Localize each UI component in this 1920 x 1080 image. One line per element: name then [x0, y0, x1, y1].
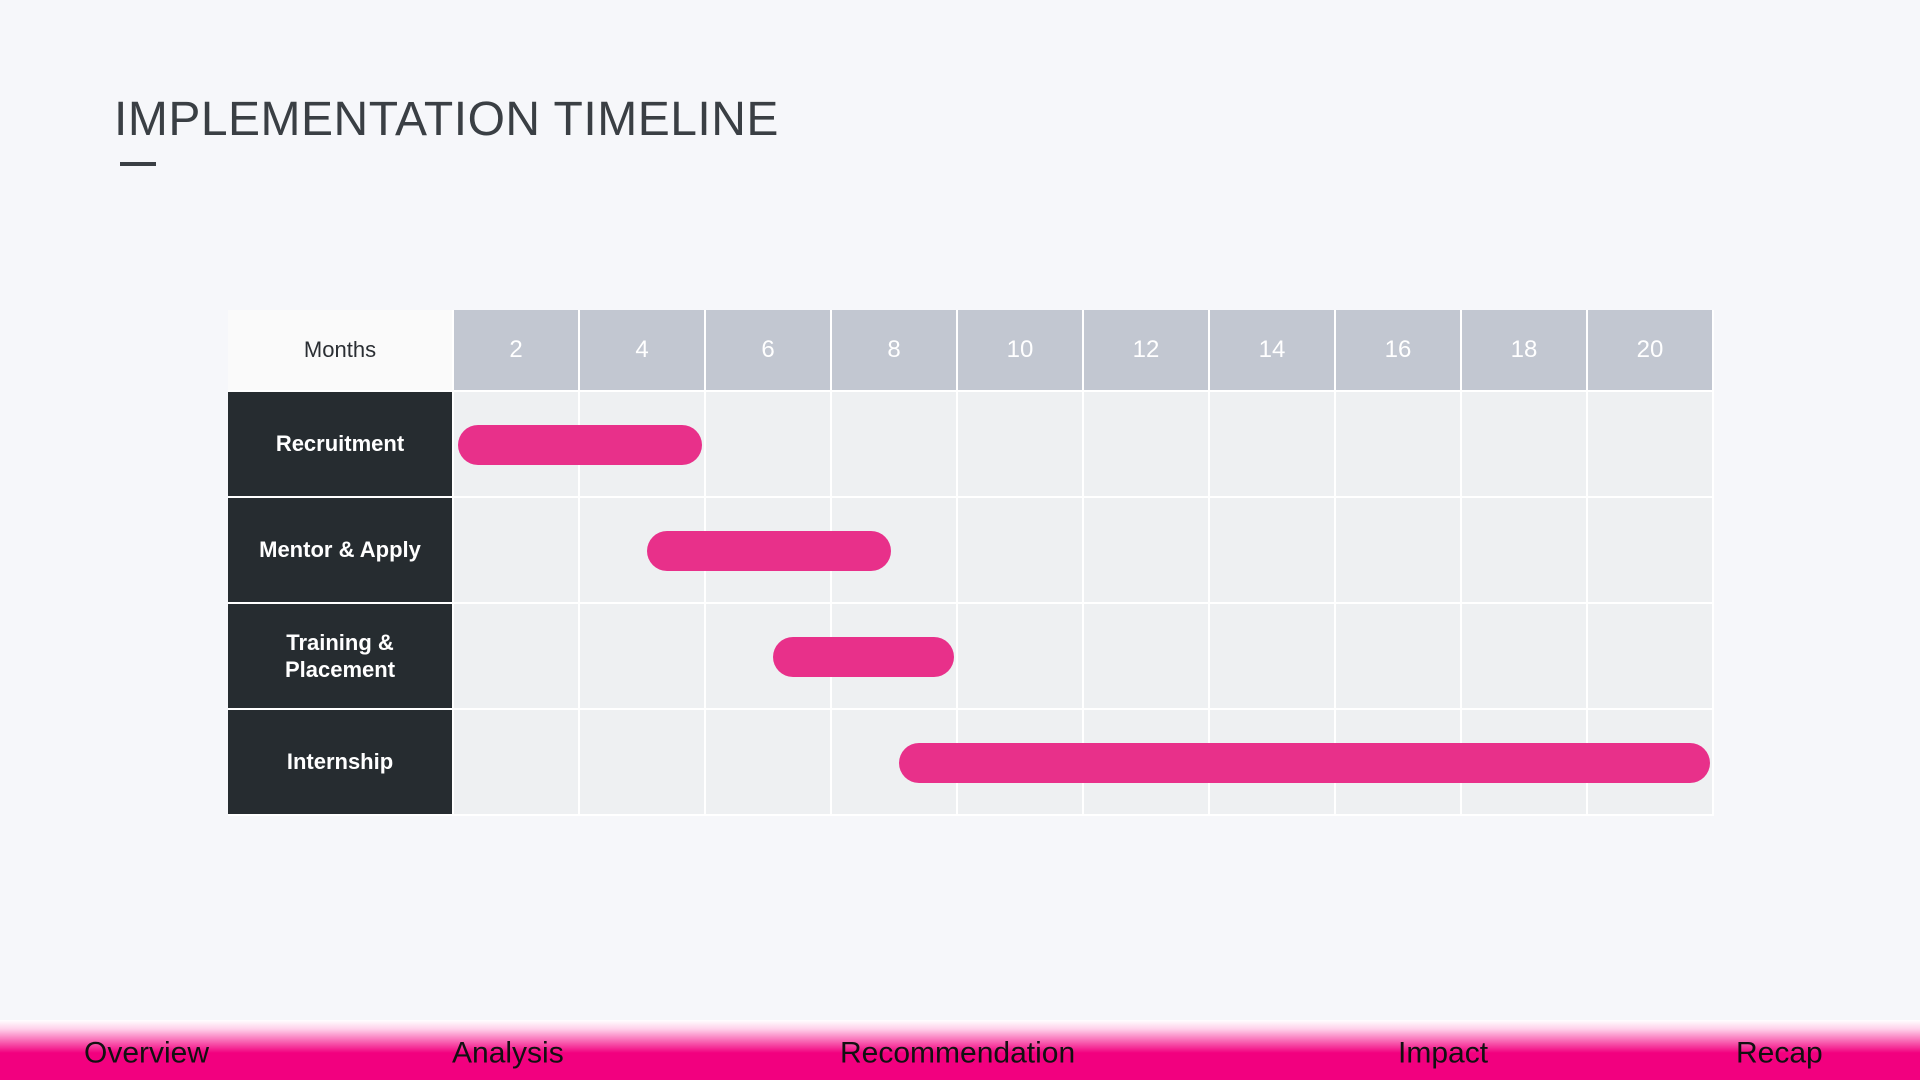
gantt-cell: [1084, 392, 1210, 498]
gantt-chart: Months2468101214161820 RecruitmentMentor …: [228, 310, 1714, 816]
gantt-cell: [580, 604, 706, 710]
gantt-cell: [1588, 498, 1714, 604]
month-header: 16: [1336, 310, 1462, 392]
gantt-cell: [832, 392, 958, 498]
gantt-cell: [1588, 392, 1714, 498]
gantt-cell: [1588, 604, 1714, 710]
gantt-cell: [1462, 392, 1588, 498]
gantt-cell: [958, 498, 1084, 604]
bottom-nav: Overview Analysis Recommendation Impact Reca…: [0, 1020, 1920, 1080]
gantt-cell: [958, 392, 1084, 498]
gantt-cell: [958, 604, 1084, 710]
month-header: 2: [454, 310, 580, 392]
gantt-cell: [1336, 604, 1462, 710]
gantt-bar: [647, 531, 891, 571]
month-header: 10: [958, 310, 1084, 392]
gantt-row-label: Mentor & Apply: [228, 498, 454, 604]
gantt-cell: [454, 498, 580, 604]
month-header: 20: [1588, 310, 1714, 392]
page-title: IMPLEMENTATION TIMELINE: [114, 92, 779, 147]
gantt-cell: [454, 604, 580, 710]
gantt-bar: [458, 425, 702, 465]
gantt-cell: [1210, 392, 1336, 498]
month-header: 8: [832, 310, 958, 392]
gantt-cell: [1462, 604, 1588, 710]
gantt-cell: [1084, 498, 1210, 604]
gantt-cell: [1210, 604, 1336, 710]
month-header: 12: [1084, 310, 1210, 392]
nav-item[interactable]: Overview: [84, 1036, 209, 1070]
nav-item[interactable]: Recap: [1736, 1036, 1823, 1070]
nav-item[interactable]: Recommendation: [840, 1036, 1075, 1070]
gantt-row-label: Training & Placement: [228, 604, 454, 710]
slide: IMPLEMENTATION TIMELINE Months2468101214…: [0, 0, 1920, 1080]
gantt-cell: [1462, 498, 1588, 604]
month-header: 6: [706, 310, 832, 392]
gantt-row-label: Recruitment: [228, 392, 454, 498]
gantt-row-label: Internship: [228, 710, 454, 816]
gantt-cell: [580, 710, 706, 816]
month-header: 4: [580, 310, 706, 392]
month-header: 14: [1210, 310, 1336, 392]
title-underline: [120, 162, 156, 166]
gantt-cell: [706, 710, 832, 816]
gantt-cell: [1336, 392, 1462, 498]
nav-item[interactable]: Impact: [1398, 1036, 1488, 1070]
gantt-cell: [454, 710, 580, 816]
gantt-cell: [1210, 498, 1336, 604]
nav-item[interactable]: Analysis: [452, 1036, 564, 1070]
gantt-cell: [706, 392, 832, 498]
gantt-cell: [1084, 604, 1210, 710]
gantt-cell: [1336, 498, 1462, 604]
months-header-label: Months: [228, 310, 454, 392]
month-header: 18: [1462, 310, 1588, 392]
gantt-bar: [899, 743, 1710, 783]
gantt-bar: [773, 637, 954, 677]
